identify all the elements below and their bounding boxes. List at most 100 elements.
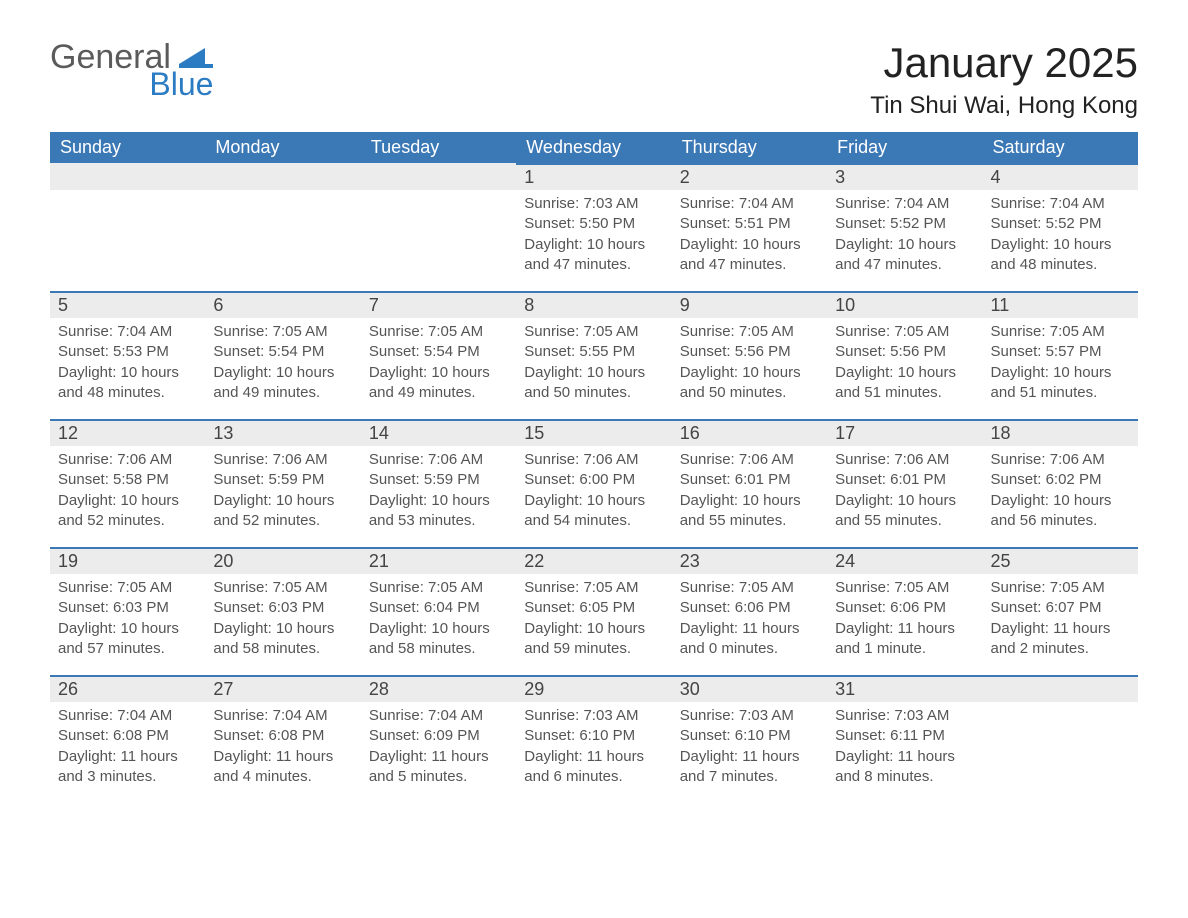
daylight-line: Daylight: 10 hours and 51 minutes. (835, 363, 974, 404)
day-details: Sunrise: 7:03 AMSunset: 6:11 PMDaylight:… (827, 702, 982, 795)
day-details: Sunrise: 7:05 AMSunset: 5:54 PMDaylight:… (205, 318, 360, 411)
daylight-line: Daylight: 11 hours and 3 minutes. (58, 747, 197, 788)
sunrise-line: Sunrise: 7:04 AM (991, 194, 1130, 214)
sunrise-line: Sunrise: 7:04 AM (58, 322, 197, 342)
day-details: Sunrise: 7:04 AMSunset: 6:08 PMDaylight:… (205, 702, 360, 795)
daylight-label: Daylight: (680, 748, 738, 765)
day-number-strip: 15 (516, 419, 671, 446)
calendar-row: 19Sunrise: 7:05 AMSunset: 6:03 PMDayligh… (50, 547, 1138, 675)
daylight-line: Daylight: 10 hours and 58 minutes. (369, 619, 508, 660)
weekday-header: Saturday (983, 132, 1138, 163)
sunrise-value: 7:04 AM (428, 707, 483, 724)
sunset-value: 6:04 PM (424, 599, 480, 616)
sunrise-line: Sunrise: 7:03 AM (524, 706, 663, 726)
sunset-value: 5:52 PM (1046, 215, 1102, 232)
sunset-line: Sunset: 5:50 PM (524, 214, 663, 234)
day-number-strip: 17 (827, 419, 982, 446)
calendar-cell: 18Sunrise: 7:06 AMSunset: 6:02 PMDayligh… (983, 419, 1138, 547)
sunset-line: Sunset: 6:00 PM (524, 470, 663, 490)
sunrise-value: 7:04 AM (117, 323, 172, 340)
sunset-value: 5:58 PM (113, 471, 169, 488)
sunset-line: Sunset: 5:56 PM (680, 342, 819, 362)
sunset-value: 6:01 PM (890, 471, 946, 488)
sunset-value: 5:55 PM (579, 343, 635, 360)
sunset-label: Sunset: (213, 343, 264, 360)
daylight-label: Daylight: (991, 492, 1049, 509)
sunset-label: Sunset: (991, 343, 1042, 360)
daylight-label: Daylight: (213, 364, 271, 381)
day-number-strip: 30 (672, 675, 827, 702)
sunrise-label: Sunrise: (991, 451, 1046, 468)
sunset-value: 6:06 PM (890, 599, 946, 616)
calendar-cell: 10Sunrise: 7:05 AMSunset: 5:56 PMDayligh… (827, 291, 982, 419)
sunset-value: 5:52 PM (890, 215, 946, 232)
sunrise-label: Sunrise: (524, 579, 579, 596)
daylight-line: Daylight: 10 hours and 58 minutes. (213, 619, 352, 660)
daylight-line: Daylight: 10 hours and 48 minutes. (58, 363, 197, 404)
sunset-value: 6:06 PM (735, 599, 791, 616)
daylight-line: Daylight: 10 hours and 52 minutes. (58, 491, 197, 532)
sunrise-value: 7:05 AM (894, 579, 949, 596)
day-number-strip: 4 (983, 163, 1138, 190)
day-number-strip-empty (50, 163, 205, 190)
sunrise-line: Sunrise: 7:06 AM (524, 450, 663, 470)
sunset-line: Sunset: 6:07 PM (991, 598, 1130, 618)
day-number-strip: 26 (50, 675, 205, 702)
day-details: Sunrise: 7:03 AMSunset: 5:50 PMDaylight:… (516, 190, 671, 283)
weekday-header: Friday (827, 132, 982, 163)
day-details: Sunrise: 7:05 AMSunset: 5:55 PMDaylight:… (516, 318, 671, 411)
sunset-label: Sunset: (213, 471, 264, 488)
day-details: Sunrise: 7:04 AMSunset: 6:08 PMDaylight:… (50, 702, 205, 795)
weekday-header-row: SundayMondayTuesdayWednesdayThursdayFrid… (50, 132, 1138, 163)
daylight-label: Daylight: (680, 620, 738, 637)
daylight-line: Daylight: 10 hours and 57 minutes. (58, 619, 197, 660)
calendar-cell: 6Sunrise: 7:05 AMSunset: 5:54 PMDaylight… (205, 291, 360, 419)
sunset-label: Sunset: (213, 727, 264, 744)
calendar-cell: 1Sunrise: 7:03 AMSunset: 5:50 PMDaylight… (516, 163, 671, 291)
sunrise-line: Sunrise: 7:05 AM (213, 578, 352, 598)
weekday-header: Monday (205, 132, 360, 163)
day-number-strip-empty (205, 163, 360, 190)
sunset-line: Sunset: 6:08 PM (58, 726, 197, 746)
sunset-label: Sunset: (835, 471, 886, 488)
sunset-label: Sunset: (524, 727, 575, 744)
sunset-label: Sunset: (524, 471, 575, 488)
sunset-line: Sunset: 5:56 PM (835, 342, 974, 362)
sunset-value: 5:59 PM (424, 471, 480, 488)
calendar-cell: 19Sunrise: 7:05 AMSunset: 6:03 PMDayligh… (50, 547, 205, 675)
calendar-cell: 30Sunrise: 7:03 AMSunset: 6:10 PMDayligh… (672, 675, 827, 803)
day-details: Sunrise: 7:05 AMSunset: 5:57 PMDaylight:… (983, 318, 1138, 411)
sunrise-value: 7:05 AM (273, 579, 328, 596)
sunset-line: Sunset: 5:59 PM (369, 470, 508, 490)
location-subtitle: Tin Shui Wai, Hong Kong (870, 92, 1138, 120)
sunset-label: Sunset: (58, 471, 109, 488)
sunset-value: 5:54 PM (268, 343, 324, 360)
daylight-label: Daylight: (991, 620, 1049, 637)
day-details: Sunrise: 7:04 AMSunset: 5:52 PMDaylight:… (983, 190, 1138, 283)
calendar-row: 5Sunrise: 7:04 AMSunset: 5:53 PMDaylight… (50, 291, 1138, 419)
sunset-line: Sunset: 5:54 PM (369, 342, 508, 362)
sunset-line: Sunset: 5:58 PM (58, 470, 197, 490)
day-number-strip: 12 (50, 419, 205, 446)
daylight-label: Daylight: (58, 620, 116, 637)
daylight-line: Daylight: 10 hours and 56 minutes. (991, 491, 1130, 532)
day-number-strip: 23 (672, 547, 827, 574)
day-details: Sunrise: 7:04 AMSunset: 6:09 PMDaylight:… (361, 702, 516, 795)
daylight-line: Daylight: 11 hours and 2 minutes. (991, 619, 1130, 660)
sunset-line: Sunset: 6:01 PM (680, 470, 819, 490)
sunset-line: Sunset: 6:04 PM (369, 598, 508, 618)
sunrise-line: Sunrise: 7:04 AM (369, 706, 508, 726)
day-details: Sunrise: 7:04 AMSunset: 5:52 PMDaylight:… (827, 190, 982, 283)
calendar-cell: 23Sunrise: 7:05 AMSunset: 6:06 PMDayligh… (672, 547, 827, 675)
sunrise-label: Sunrise: (991, 195, 1046, 212)
daylight-label: Daylight: (369, 748, 427, 765)
sunset-label: Sunset: (835, 215, 886, 232)
sunset-label: Sunset: (680, 599, 731, 616)
sunrise-label: Sunrise: (213, 323, 268, 340)
sunrise-label: Sunrise: (835, 323, 890, 340)
sunset-line: Sunset: 6:10 PM (524, 726, 663, 746)
sunset-value: 6:08 PM (113, 727, 169, 744)
sunset-label: Sunset: (680, 215, 731, 232)
day-number-strip: 6 (205, 291, 360, 318)
sunrise-label: Sunrise: (835, 579, 890, 596)
